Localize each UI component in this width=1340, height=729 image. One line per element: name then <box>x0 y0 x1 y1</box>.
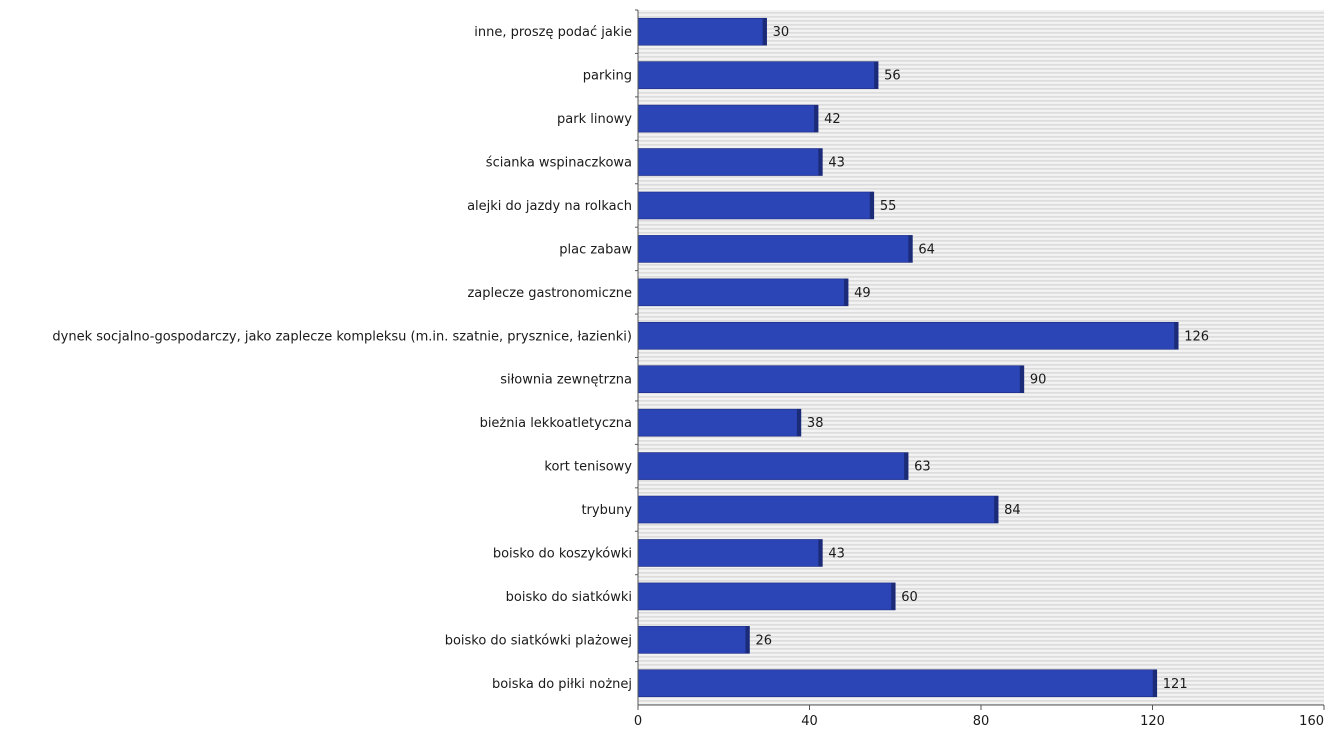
bar-edge-5 <box>908 235 913 263</box>
value-label: 126 <box>1184 329 1209 344</box>
bar-14 <box>637 626 750 654</box>
category-label: ścianka wspinaczkowa <box>486 156 632 171</box>
value-label: 55 <box>880 199 897 214</box>
bar-10 <box>637 452 909 480</box>
category-label: plac zabaw <box>559 242 632 257</box>
bar-12 <box>637 539 823 567</box>
value-labels-group: 30 56 42 43 55 64 49 126 90 38 63 84 43 60 26 121 <box>755 25 1209 692</box>
bars-group <box>637 17 1179 698</box>
x-tick-label: 120 <box>1140 714 1165 729</box>
value-label: 56 <box>884 69 901 84</box>
bar-edge-10 <box>904 452 909 480</box>
x-tick-label: 160 <box>1299 714 1324 729</box>
category-label: dynek socjalno-gospodarczy, jako zaplecz… <box>52 329 632 344</box>
x-tick-label: 0 <box>634 714 642 729</box>
value-label: 60 <box>901 590 918 605</box>
x-tick-label: 40 <box>801 714 818 729</box>
value-label: 26 <box>755 633 772 648</box>
bar-edge-1 <box>874 61 879 89</box>
value-label: 49 <box>854 286 871 301</box>
category-label: park linowy <box>557 112 632 127</box>
value-label: 30 <box>773 25 790 40</box>
bar-9 <box>637 408 802 437</box>
bar-edge-0 <box>762 18 767 46</box>
bar-edge-13 <box>891 582 896 610</box>
bar-edge-3 <box>818 148 823 176</box>
bar-edge-6 <box>844 278 849 306</box>
category-label: inne, proszę podać jakie <box>474 25 632 40</box>
value-label: 43 <box>828 546 845 561</box>
bar-5 <box>637 235 913 263</box>
axes-group: 0 40 80 120 160 <box>634 9 1325 729</box>
x-tick-label: 80 <box>973 714 990 729</box>
bar-edge-12 <box>818 539 823 567</box>
value-label: 90 <box>1030 373 1047 388</box>
category-labels-group: inne, proszę podać jakie parking park lino… <box>52 25 632 692</box>
value-label: 43 <box>828 156 845 171</box>
bar-edge-9 <box>796 409 801 437</box>
value-label: 64 <box>918 242 935 257</box>
value-label: 63 <box>914 460 931 475</box>
category-label: boisko do koszykówki <box>493 546 632 561</box>
bar-8 <box>637 365 1025 394</box>
bar-4 <box>637 191 875 220</box>
value-label: 42 <box>824 112 841 127</box>
bar-0 <box>637 17 767 46</box>
value-label: 121 <box>1163 677 1188 692</box>
bar-edge-4 <box>869 191 874 219</box>
value-label: 84 <box>1004 503 1021 518</box>
bar-edge-15 <box>1152 669 1157 697</box>
category-label: boiska do piłki nożnej <box>492 677 632 692</box>
bar-1 <box>637 61 879 89</box>
category-label: alejki do jazdy na rolkach <box>467 199 632 214</box>
bar-2 <box>637 104 819 133</box>
value-label: 38 <box>807 416 824 431</box>
bar-15 <box>637 669 1158 698</box>
category-label: zaplecze gastronomiczne <box>467 286 632 301</box>
category-label: boisko do siatkówki <box>506 590 632 605</box>
bar-11 <box>637 495 999 524</box>
bar-13 <box>637 582 896 611</box>
category-label: boisko do siatkówki plażowej <box>445 633 632 648</box>
bar-edge-14 <box>745 626 750 654</box>
bar-edge-2 <box>814 105 819 133</box>
bar-7 <box>637 321 1179 350</box>
bar-edge-8 <box>1019 365 1024 393</box>
bar-3 <box>637 148 823 176</box>
bar-6 <box>637 278 849 307</box>
category-label: trybuny <box>581 503 632 518</box>
category-label: bieżnia lekkoatletyczna <box>480 416 632 431</box>
category-label: siłownia zewnętrzna <box>500 373 632 388</box>
bar-edge-7 <box>1174 322 1179 350</box>
category-label: kort tenisowy <box>544 460 632 475</box>
bar-edge-11 <box>994 496 999 524</box>
category-label: parking <box>583 69 632 84</box>
